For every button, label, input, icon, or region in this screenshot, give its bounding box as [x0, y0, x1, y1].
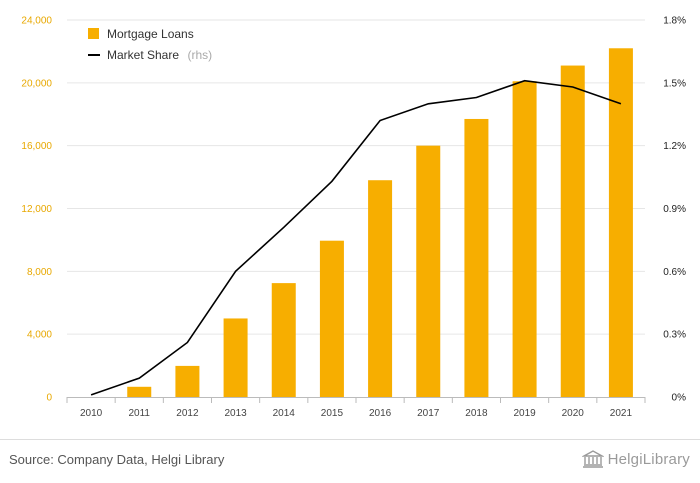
- legend-label-mortgage-loans: Mortgage Loans: [107, 27, 194, 41]
- bar-2011: [127, 386, 152, 397]
- y-right-tick-label: 1.8%: [663, 16, 686, 27]
- y-left-tick-label: 4,000: [27, 330, 52, 341]
- combo-chart: 0 4,000 8,000 12,000 16,000 20,000 24,000 0% 0.…: [21, 16, 686, 420]
- y-right-tick-label: 0.3%: [663, 330, 686, 341]
- legend: Mortgage Loans Market Share (rhs): [88, 27, 212, 63]
- x-tick-label-2012: 2012: [176, 408, 199, 419]
- y-left-tick-label: 20,000: [21, 78, 52, 89]
- bar-2018: [464, 118, 489, 398]
- legend-label-market-share-name: Market Share: [107, 48, 179, 62]
- legend-swatch-mortgage-loans: [88, 28, 99, 39]
- y-left-tick-label: 0: [46, 393, 52, 404]
- y-right-tick-label: 1.5%: [663, 78, 686, 89]
- x-tick-label-2020: 2020: [562, 408, 585, 419]
- bar-2012: [175, 365, 200, 397]
- x-tick-label-2010: 2010: [80, 408, 103, 419]
- x-tick-label-2011: 2011: [128, 408, 150, 419]
- bar-series-mortgage-loans: [127, 48, 633, 398]
- x-tick-label-2018: 2018: [465, 408, 488, 419]
- x-tick-label-2015: 2015: [321, 408, 344, 419]
- brand-name: HelgiLibrary: [607, 450, 690, 468]
- y-right-tick-label: 1.2%: [663, 141, 686, 152]
- bar-2020: [560, 65, 585, 397]
- bar-2013: [223, 318, 248, 397]
- x-tick-label-2019: 2019: [513, 408, 536, 419]
- footer-divider: [0, 439, 700, 440]
- x-tick-label-2014: 2014: [273, 408, 296, 419]
- y-left-tick-label: 8,000: [27, 267, 52, 278]
- x-tick-label-2016: 2016: [369, 408, 392, 419]
- y-left-tick-label: 24,000: [21, 16, 52, 27]
- bar-2015: [319, 240, 344, 397]
- library-building-icon: [581, 450, 604, 468]
- x-tick-label-2017: 2017: [417, 408, 440, 419]
- x-axis: 2010 2011 2012 2013 2014 2015 2016 2017 2018 2019…: [66, 397, 646, 419]
- bar-2017: [416, 145, 441, 397]
- x-tick-label-2013: 2013: [224, 408, 247, 419]
- x-tick-label-2021: 2021: [610, 408, 633, 419]
- line-series-market-share: [90, 79, 622, 396]
- legend-label-market-share-note: (rhs): [187, 48, 212, 62]
- y-axis-left: 0 4,000 8,000 12,000 16,000 20,000 24,000: [21, 16, 52, 404]
- source-note: Source: Company Data, Helgi Library: [9, 452, 225, 467]
- y-left-tick-label: 12,000: [21, 204, 52, 215]
- y-left-tick-label: 16,000: [21, 141, 52, 152]
- grid-lines: [67, 19, 645, 335]
- y-right-tick-label: 0.9%: [663, 204, 686, 215]
- bar-2021: [608, 48, 633, 398]
- y-right-tick-label: 0.6%: [663, 267, 686, 278]
- bar-2016: [368, 180, 393, 397]
- y-axis-right: 0% 0.3% 0.6% 0.9% 1.2% 1.5% 1.8%: [663, 16, 686, 404]
- bar-2019: [512, 81, 537, 397]
- bar-2014: [271, 283, 296, 397]
- brand-logo: HelgiLibrary: [581, 450, 690, 468]
- y-right-tick-label: 0%: [672, 393, 687, 404]
- legend-label-market-share: Market Share (rhs): [107, 46, 212, 63]
